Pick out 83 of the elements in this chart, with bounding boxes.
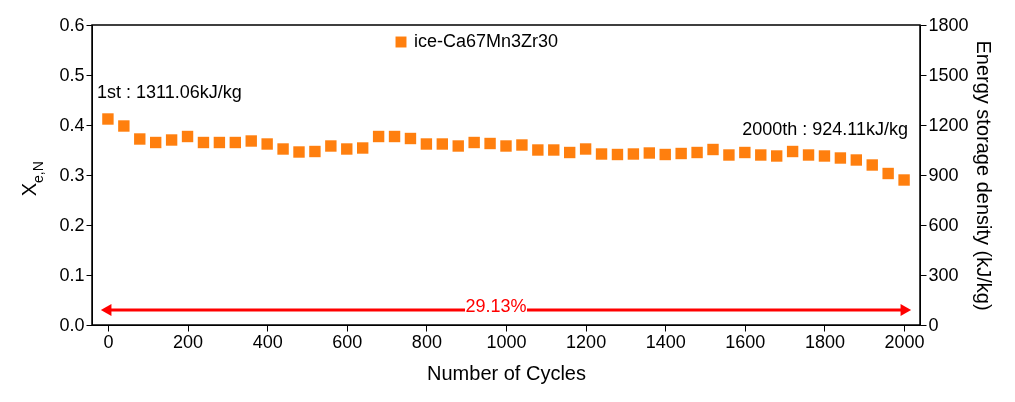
point	[739, 146, 751, 159]
x-tick-label: 400	[252, 331, 283, 352]
point	[866, 159, 878, 171]
point	[818, 150, 831, 162]
point	[675, 147, 687, 160]
annotation: 1st : 1311.06kJ/kg	[97, 82, 242, 102]
y2-tick-label: 900	[928, 164, 959, 185]
point	[579, 143, 592, 155]
y-tick-label: 0.6	[59, 14, 85, 35]
y-tick-label: 0.5	[59, 64, 85, 85]
x-tick-label: 1200	[566, 331, 607, 352]
x-tick-label: 2000	[884, 331, 925, 352]
y2-tick-label: 0	[928, 314, 939, 335]
point	[436, 138, 449, 150]
point	[850, 154, 863, 166]
point	[229, 136, 242, 149]
point	[516, 139, 528, 151]
point	[500, 140, 512, 152]
x-tick-label: 1600	[725, 331, 766, 352]
point	[341, 143, 353, 155]
point	[404, 132, 417, 145]
x-tick-label: 600	[332, 331, 363, 352]
point	[134, 133, 146, 145]
point	[563, 146, 576, 159]
x-axis-title: Number of Cycles	[427, 361, 586, 384]
x-tick-label: 200	[173, 331, 204, 352]
point	[643, 147, 656, 159]
y2-tick-label: 1500	[928, 64, 969, 85]
point	[468, 136, 480, 149]
point	[452, 140, 464, 152]
point	[802, 149, 815, 161]
x-tick-label: 800	[411, 331, 442, 352]
point	[388, 130, 401, 143]
point	[723, 149, 735, 161]
point	[627, 148, 640, 160]
point	[277, 143, 289, 155]
point	[786, 145, 799, 158]
legend-label: ice-Ca67Mn3Zr30	[414, 31, 559, 51]
point	[770, 150, 783, 162]
point	[755, 149, 767, 161]
point	[149, 136, 162, 149]
y-tick-label: 0.0	[59, 314, 85, 335]
point	[197, 136, 210, 149]
point	[611, 148, 624, 161]
y-tick-label: 0.1	[59, 264, 85, 285]
point	[707, 143, 719, 156]
point	[118, 120, 130, 132]
point	[293, 146, 305, 158]
y-axis-title: Xe,N	[18, 161, 46, 197]
point	[484, 137, 496, 150]
point	[309, 145, 321, 158]
point	[181, 130, 194, 143]
x-tick-label: 1400	[645, 331, 686, 352]
y2-tick-label: 300	[928, 264, 959, 285]
y-tick-label: 0.3	[59, 164, 85, 185]
point	[356, 142, 369, 154]
point	[548, 144, 560, 156]
point	[261, 138, 273, 150]
x-tick-label: 1800	[804, 331, 845, 352]
point	[325, 140, 337, 152]
annotation: 29.13%	[465, 296, 527, 316]
y2-tick-label: 600	[928, 214, 959, 235]
x-tick-label: 0	[103, 331, 114, 352]
annotation: 2000th : 924.11kJ/kg	[742, 119, 908, 139]
point	[372, 130, 385, 143]
y2-tick-label: 1200	[928, 114, 969, 135]
y2-tick-label: 1800	[928, 14, 969, 35]
y-tick-label: 0.2	[59, 214, 85, 235]
point	[165, 134, 178, 146]
x-tick-label: 1000	[486, 331, 527, 352]
point	[245, 135, 257, 147]
point	[595, 148, 608, 160]
point	[691, 146, 703, 159]
y-tick-label: 0.4	[59, 114, 85, 135]
point	[102, 113, 114, 125]
point	[882, 167, 894, 180]
point	[213, 136, 226, 149]
point	[898, 174, 910, 186]
y2-axis-title: Energy storage density (kJ/kg)	[972, 40, 995, 311]
point	[420, 138, 433, 150]
point	[532, 144, 544, 156]
point	[659, 148, 671, 161]
point	[834, 152, 847, 164]
